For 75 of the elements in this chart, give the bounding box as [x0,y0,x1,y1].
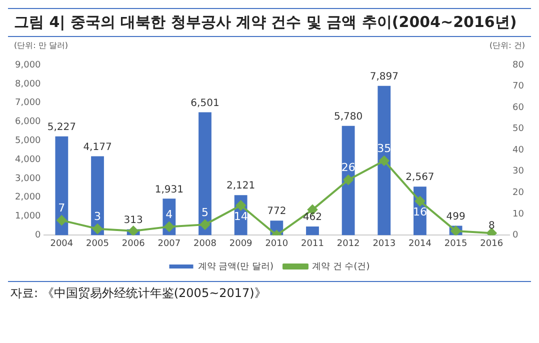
x-tick-label: 2010 [265,238,288,249]
x-tick-label: 2009 [229,238,253,249]
data-label: 772 [267,206,286,218]
y2-tick-label: 80 [512,60,524,70]
x-tick-label: 2005 [86,238,109,249]
x-tick-label: 2006 [122,238,146,249]
bar [306,226,319,236]
legend-label: 계약 건 수(건) [312,262,370,272]
y2-tick-label: 20 [512,188,524,198]
data-label: 16 [412,206,427,219]
y-tick-label: 6,000 [15,117,42,128]
data-label: 14 [234,210,248,223]
y-tick-label: 3,000 [15,174,42,184]
y-tick-label: 2,000 [15,192,42,203]
data-label: 26 [341,161,356,174]
y-axis-title: (단위: 만 달러) [14,40,68,51]
data-label: 462 [302,212,322,224]
point [164,222,174,232]
y2-tick-label: 60 [512,102,524,113]
text: 자료: 《中国贸易外经统计年鉴(2005~2017)》 [8,281,531,305]
y-tick-label: 1,000 [15,212,42,222]
x-tick-label: 2015 [444,238,468,249]
bar [198,112,212,236]
point [486,228,497,236]
y2-tick-label: 0 [512,230,519,241]
x-tick-label: 2014 [408,238,432,249]
bar [55,136,68,236]
y2-axis-title: (단위: 건) [490,40,525,51]
x-tick-label: 2013 [372,238,396,249]
x-tick-label: 2012 [336,238,360,249]
data-label: 8 [488,220,495,232]
point [92,224,103,234]
data-label: 4,177 [83,142,112,153]
data-label: 6,501 [190,98,220,109]
data-label: 2,121 [226,180,256,192]
bar [342,126,355,236]
data-label: 5,780 [334,111,363,122]
y-tick-label: 7,000 [15,98,42,108]
point [236,200,246,210]
point [414,196,425,206]
y2-tick-label: 50 [512,124,524,134]
point [56,215,67,226]
data-label: 35 [377,142,392,156]
y-tick-label: 9,000 [15,60,42,70]
y2-tick-label: 70 [512,82,524,92]
data-label: 7,897 [370,71,398,82]
y2-tick-label: 40 [512,145,524,156]
data-label: 5,227 [47,122,76,133]
data-label: 3 [94,210,102,224]
y2-tick-label: 10 [512,209,524,220]
bar [378,86,391,236]
y-tick-label: 4,000 [15,154,42,165]
y-tick-label: 5,000 [15,136,42,146]
data-label: 1,931 [154,184,184,196]
data-label: 4 [166,208,173,222]
point [343,174,354,185]
data-label: 5 [202,206,208,219]
chart-title: 그림 4| 중국의 대북한 청부공사 계약 건수 및 금액 추이(2004~2016년) [8,8,531,37]
point [128,226,138,236]
data-label: 499 [446,211,466,222]
legend-label: 계약 금액(만 달러) [198,262,274,272]
data-label: 2,567 [406,172,434,184]
x-tick-label: 2004 [50,238,74,249]
point [200,220,210,230]
x-tick-label: 2016 [480,238,504,249]
x-tick-label: 2011 [301,238,324,249]
data-label: 313 [124,214,143,226]
y-tick-label: 8,000 [15,79,42,90]
y-tick-label: 0 [35,230,42,241]
bar [91,156,104,236]
data-label: 7 [58,202,66,215]
point [379,156,390,166]
y2-tick-label: 30 [512,166,524,177]
x-tick-label: 2007 [158,238,181,249]
x-tick-label: 2008 [194,238,217,249]
